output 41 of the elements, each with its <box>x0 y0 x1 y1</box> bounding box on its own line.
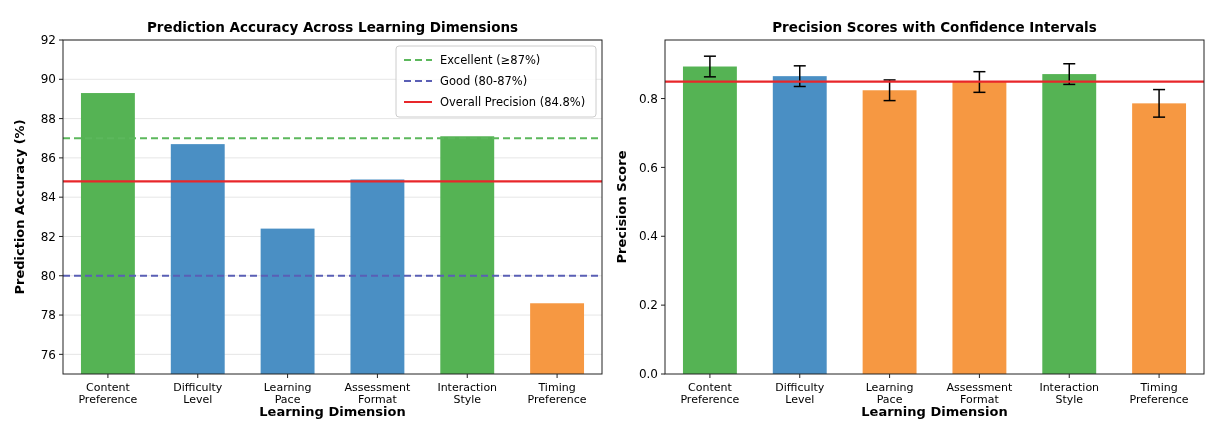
bar <box>682 66 737 374</box>
bar <box>952 82 1007 374</box>
x-tick-label: Interaction Style <box>437 381 498 406</box>
bar <box>862 90 917 374</box>
legend-label: Overall Precision (84.8%) <box>440 95 586 110</box>
y-tick-label: 0.4 <box>638 229 658 244</box>
y-tick-label: 84 <box>40 190 56 205</box>
x-tick-label: Assessment Format <box>344 381 412 406</box>
x-tick-label: Timing Preference <box>527 381 587 406</box>
x-tick-label: Content Preference <box>78 381 138 406</box>
y-tick-label: 0.0 <box>638 367 658 382</box>
y-axis-title: Precision Score <box>614 150 629 264</box>
legend-label: Excellent (≥87%) <box>440 53 541 68</box>
y-tick-label: 0.2 <box>638 298 658 313</box>
y-tick-label: 76 <box>40 347 56 362</box>
x-tick-label: Assessment Format <box>946 381 1014 406</box>
y-tick-label: 80 <box>40 268 56 283</box>
y-tick-label: 82 <box>40 229 56 244</box>
x-tick-label: Learning Pace <box>263 381 312 406</box>
chart-title: Precision Scores with Confidence Intervals <box>772 19 1097 35</box>
x-tick-label: Learning Pace <box>865 381 914 406</box>
x-tick-label: Difficulty Level <box>775 381 825 406</box>
bar <box>772 76 827 374</box>
y-tick-label: 0.6 <box>638 160 658 175</box>
y-tick-label: 92 <box>40 33 56 48</box>
x-tick-label: Timing Preference <box>1129 381 1189 406</box>
y-axis-title: Prediction Accuracy (%) <box>12 119 27 295</box>
y-tick-label: 0.8 <box>638 91 658 106</box>
x-tick-label: Interaction Style <box>1039 381 1100 406</box>
bar <box>1042 74 1097 374</box>
chart-title: Prediction Accuracy Across Learning Dimensions <box>146 19 519 35</box>
bar <box>1132 103 1187 374</box>
y-tick-label: 86 <box>40 151 56 166</box>
x-axis-title: Learning Dimension <box>259 404 406 419</box>
y-tick-label: 78 <box>40 308 56 323</box>
x-axis-title: Learning Dimension <box>861 404 1008 419</box>
x-tick-label: Difficulty Level <box>173 381 223 406</box>
y-tick-label: 90 <box>40 72 56 87</box>
legend-label: Good (80-87%) <box>440 74 528 89</box>
x-tick-label: Content Preference <box>680 381 740 406</box>
y-tick-label: 88 <box>40 111 56 126</box>
